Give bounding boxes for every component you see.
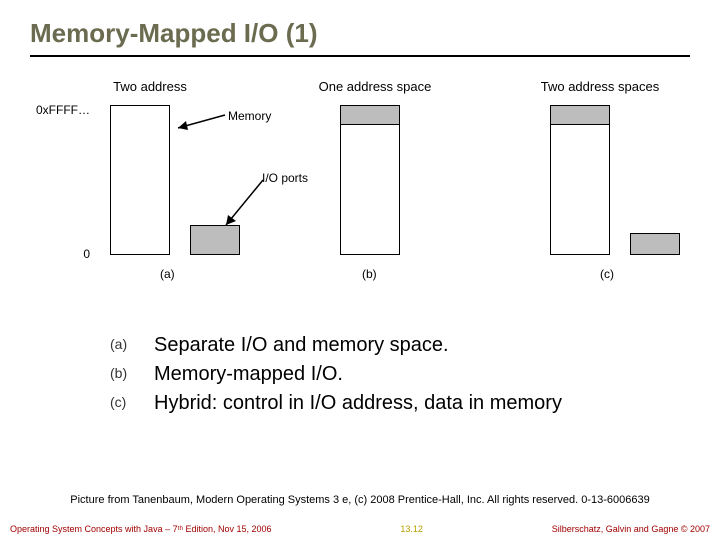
col-label-b: One address space <box>310 79 440 94</box>
footer-left: Operating System Concepts with Java – 7ᵗ… <box>10 524 272 534</box>
list-key-b: (b) <box>110 362 154 381</box>
list-text-a: Separate I/O and memory space. <box>154 333 640 358</box>
memory-arrow-icon <box>170 110 230 140</box>
sub-a: (a) <box>160 267 175 281</box>
col-label-c: Two address spaces <box>530 79 670 94</box>
sub-b: (b) <box>362 267 377 281</box>
title-area: Memory-Mapped I/O (1) <box>0 0 720 63</box>
list-key-a: (a) <box>110 333 154 352</box>
list-key-c: (c) <box>110 391 154 410</box>
footer: Operating System Concepts with Java – 7ᵗ… <box>0 524 720 534</box>
ioports-label: I/O ports <box>262 171 308 185</box>
y-label-top: 0xFFFF… <box>30 103 90 117</box>
b-memory-box <box>340 105 400 255</box>
list-text-b: Memory-mapped I/O. <box>154 362 640 387</box>
y-label-bottom: 0 <box>30 247 90 261</box>
col-label-a: Two address <box>100 79 200 94</box>
c-memory-box <box>550 105 610 255</box>
footer-right: Silberschatz, Galvin and Gagne © 2007 <box>552 524 710 534</box>
sub-c: (c) <box>600 267 614 281</box>
page-title: Memory-Mapped I/O (1) <box>30 18 690 49</box>
memory-label: Memory <box>228 109 271 123</box>
a-memory-box <box>110 105 170 255</box>
c-io-box <box>630 233 680 255</box>
list-item: (b) Memory-mapped I/O. <box>110 362 640 387</box>
list-item: (c) Hybrid: control in I/O address, data… <box>110 391 640 416</box>
c-gray-top <box>550 105 610 125</box>
footer-center: 13.12 <box>400 524 423 534</box>
attribution: Picture from Tanenbaum, Modern Operating… <box>0 494 720 506</box>
description-list: (a) Separate I/O and memory space. (b) M… <box>110 333 640 416</box>
title-rule <box>30 55 690 57</box>
list-item: (a) Separate I/O and memory space. <box>110 333 640 358</box>
figure: Two address One address space Two addres… <box>30 75 690 305</box>
list-text-c: Hybrid: control in I/O address, data in … <box>154 391 640 416</box>
b-gray-top <box>340 105 400 125</box>
